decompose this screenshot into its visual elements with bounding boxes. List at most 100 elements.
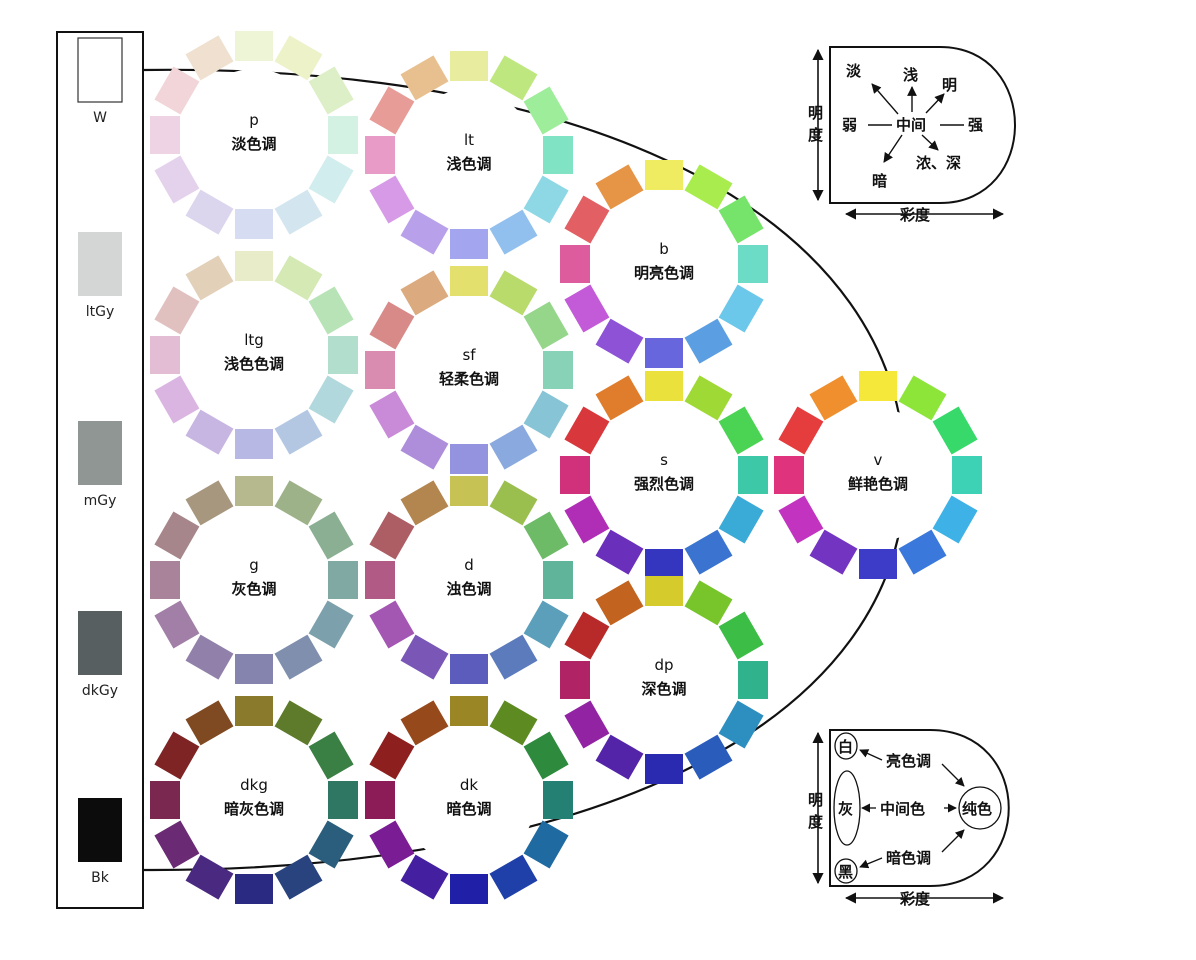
- swatch-sf-7: [400, 424, 449, 470]
- wheel-code-p: p: [249, 111, 259, 129]
- swatch-lt-9: [365, 136, 395, 174]
- swatch-ltg-9: [150, 336, 180, 374]
- swatch-g-10: [154, 511, 200, 560]
- label-mid-tone: 中间色: [880, 800, 925, 818]
- swatch-s-3: [738, 456, 768, 494]
- arrow-to-pale: [871, 83, 899, 115]
- swatch-b-6: [645, 338, 683, 368]
- swatch-b-4: [718, 284, 764, 333]
- wheel-center-d: [403, 514, 535, 646]
- swatch-dk-9: [365, 781, 395, 819]
- swatch-dk-1: [489, 700, 538, 746]
- label-dark-tone: 暗色调: [886, 849, 931, 867]
- swatch-p-11: [185, 35, 234, 81]
- swatch-v-10: [778, 406, 824, 455]
- swatch-ltg-7: [185, 409, 234, 455]
- swatch-ltg-2: [308, 286, 354, 335]
- wheel-center-v: [812, 409, 944, 541]
- swatch-d-5: [489, 634, 538, 680]
- swatch-lt-4: [523, 175, 569, 224]
- wheel-code-ltg: ltg: [244, 331, 264, 349]
- wheel-p: p 淡色调: [150, 31, 358, 239]
- swatch-ltg-6: [235, 429, 273, 459]
- gray-label-w: W: [93, 110, 107, 126]
- swatch-v-3: [952, 456, 982, 494]
- swatch-p-9: [150, 116, 180, 154]
- wheel-code-d: d: [464, 556, 474, 574]
- wheel-name-b: 明亮色调: [634, 264, 694, 282]
- wheel-dkg: dkg 暗灰色调: [150, 696, 358, 904]
- swatch-dk-5: [489, 854, 538, 900]
- swatch-s-6: [645, 549, 683, 579]
- wheel-v: v 鲜艳色调: [774, 371, 982, 579]
- swatch-dp-2: [718, 611, 764, 660]
- swatch-ltg-4: [308, 375, 354, 424]
- swatch-dkg-7: [185, 854, 234, 900]
- swatch-lt-10: [369, 86, 415, 135]
- swatch-dp-0: [645, 576, 683, 606]
- swatch-v-11: [809, 375, 858, 421]
- swatch-g-0: [235, 476, 273, 506]
- swatch-b-8: [564, 284, 610, 333]
- swatch-dkg-0: [235, 696, 273, 726]
- swatch-p-8: [154, 155, 200, 204]
- swatch-p-3: [328, 116, 358, 154]
- swatch-v-6: [859, 549, 897, 579]
- swatch-p-10: [154, 66, 200, 115]
- swatch-dp-9: [560, 661, 590, 699]
- label-gray: 灰: [838, 800, 853, 818]
- wheel-center-ltg: [188, 289, 320, 421]
- swatch-g-7: [185, 634, 234, 680]
- swatch-b-1: [684, 164, 733, 210]
- swatch-lt-3: [543, 136, 573, 174]
- swatch-dkg-5: [274, 854, 323, 900]
- wheel-name-s: 强烈色调: [634, 475, 694, 493]
- swatch-b-2: [718, 195, 764, 244]
- swatch-s-10: [564, 406, 610, 455]
- swatch-ltg-0: [235, 251, 273, 281]
- swatch-dkg-3: [328, 781, 358, 819]
- gray-label-bk: Bk: [91, 870, 110, 886]
- swatch-p-5: [274, 189, 323, 235]
- swatch-s-11: [595, 375, 644, 421]
- swatch-dk-4: [523, 820, 569, 869]
- black-ellipse: [834, 858, 858, 884]
- swatch-lt-6: [450, 229, 488, 259]
- top-axis-v-char-1: 明: [808, 104, 823, 122]
- wheel-center-g: [188, 514, 320, 646]
- swatch-d-1: [489, 480, 538, 526]
- swatch-g-1: [274, 480, 323, 526]
- swatch-s-5: [684, 529, 733, 575]
- arrow-light-to-white: [859, 749, 883, 761]
- swatch-dkg-1: [274, 700, 323, 746]
- swatch-ltg-1: [274, 255, 323, 301]
- swatch-g-2: [308, 511, 354, 560]
- swatch-b-5: [684, 318, 733, 364]
- swatch-v-9: [774, 456, 804, 494]
- swatch-g-3: [328, 561, 358, 599]
- wheel-center-dp: [598, 614, 730, 746]
- bottom-axis-v-char-2: 度: [808, 813, 824, 831]
- wheel-dp: dp 深色调: [560, 576, 768, 784]
- swatch-ltg-3: [328, 336, 358, 374]
- swatch-dp-4: [718, 700, 764, 749]
- wheel-code-b: b: [659, 240, 669, 258]
- label-white: 白: [838, 738, 853, 756]
- arrow-dark-to-pure: [941, 829, 965, 853]
- swatch-dk-3: [543, 781, 573, 819]
- label-dark: 暗: [872, 172, 887, 190]
- swatch-b-9: [560, 245, 590, 283]
- swatch-d-2: [523, 511, 569, 560]
- swatch-d-4: [523, 600, 569, 649]
- swatch-dkg-8: [154, 820, 200, 869]
- white-ellipse: [834, 732, 858, 760]
- swatch-d-8: [369, 600, 415, 649]
- label-light: 浅: [903, 66, 918, 84]
- gray-ellipse: [833, 770, 861, 846]
- label-weak: 弱: [842, 116, 857, 134]
- swatch-d-9: [365, 561, 395, 599]
- gray-swatch-bk: [78, 798, 122, 862]
